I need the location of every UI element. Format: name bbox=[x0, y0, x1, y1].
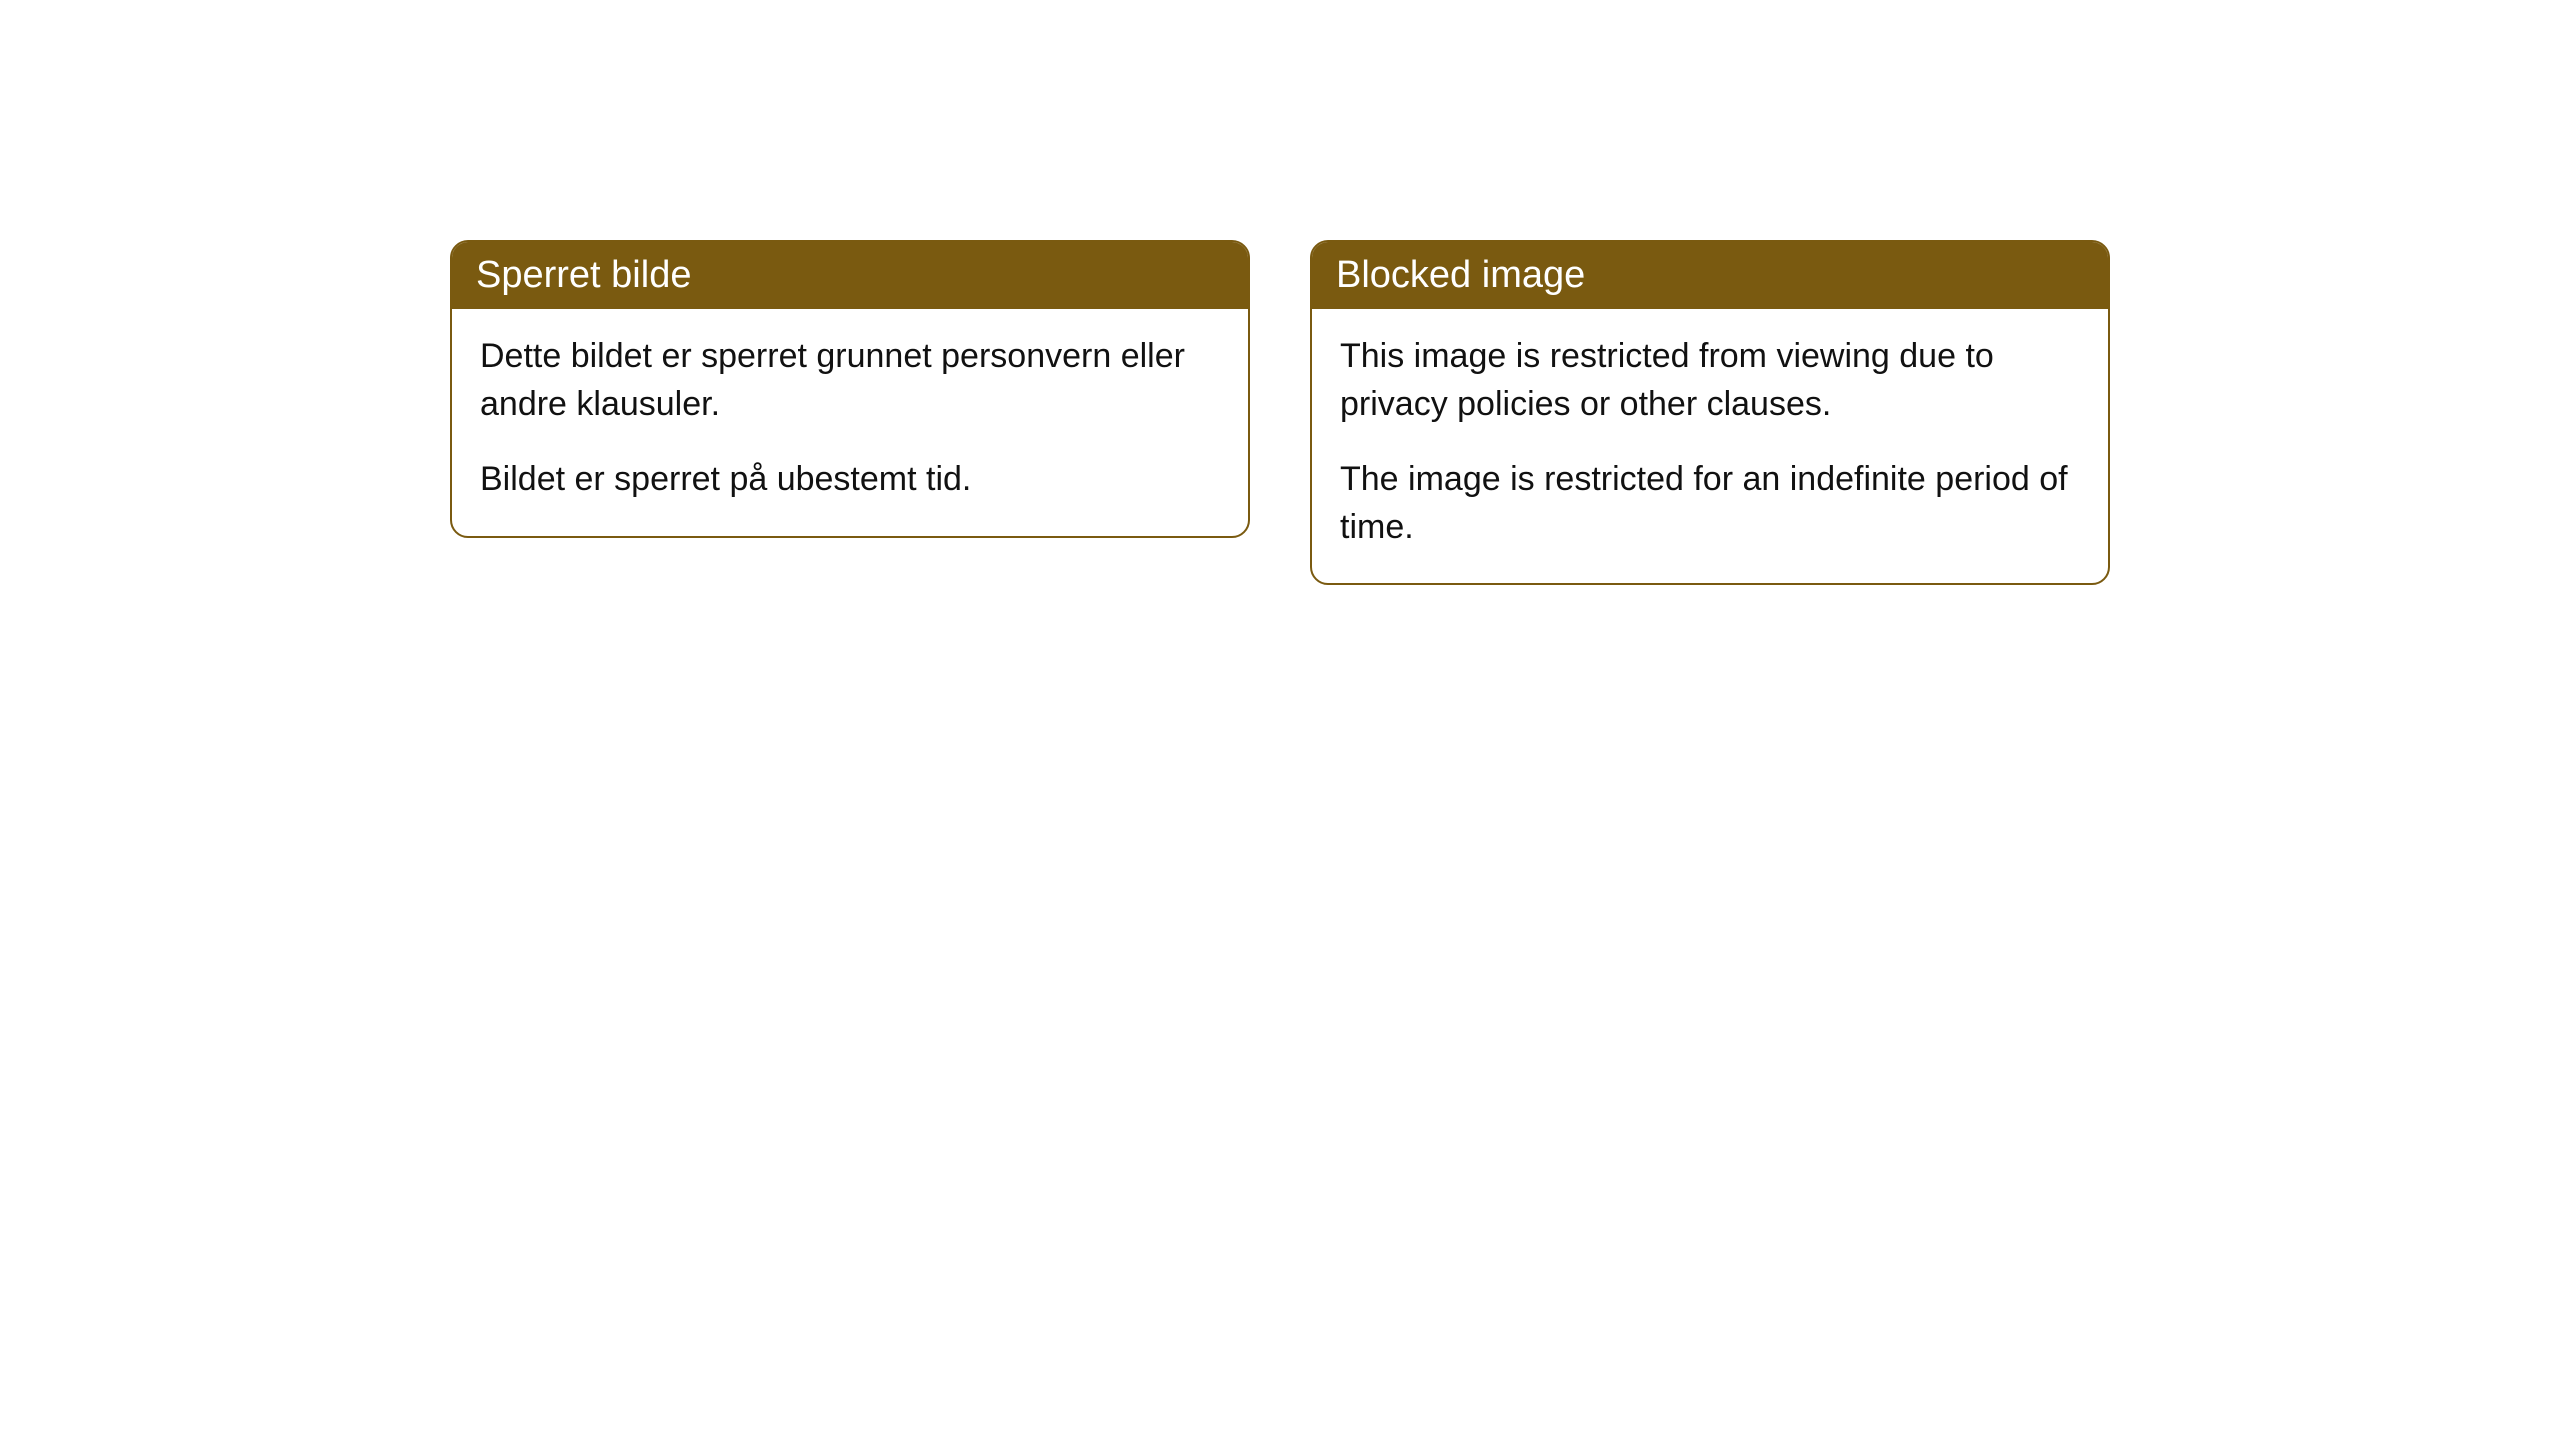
notice-paragraph: Dette bildet er sperret grunnet personve… bbox=[480, 333, 1220, 428]
notice-body: Dette bildet er sperret grunnet personve… bbox=[452, 309, 1248, 536]
notice-card-english: Blocked image This image is restricted f… bbox=[1310, 240, 2110, 585]
notice-paragraph: Bildet er sperret på ubestemt tid. bbox=[480, 456, 1220, 504]
notice-header: Sperret bilde bbox=[452, 242, 1248, 309]
notice-paragraph: The image is restricted for an indefinit… bbox=[1340, 456, 2080, 551]
notice-card-norwegian: Sperret bilde Dette bildet er sperret gr… bbox=[450, 240, 1250, 538]
notice-paragraph: This image is restricted from viewing du… bbox=[1340, 333, 2080, 428]
notice-body: This image is restricted from viewing du… bbox=[1312, 309, 2108, 583]
notice-header: Blocked image bbox=[1312, 242, 2108, 309]
